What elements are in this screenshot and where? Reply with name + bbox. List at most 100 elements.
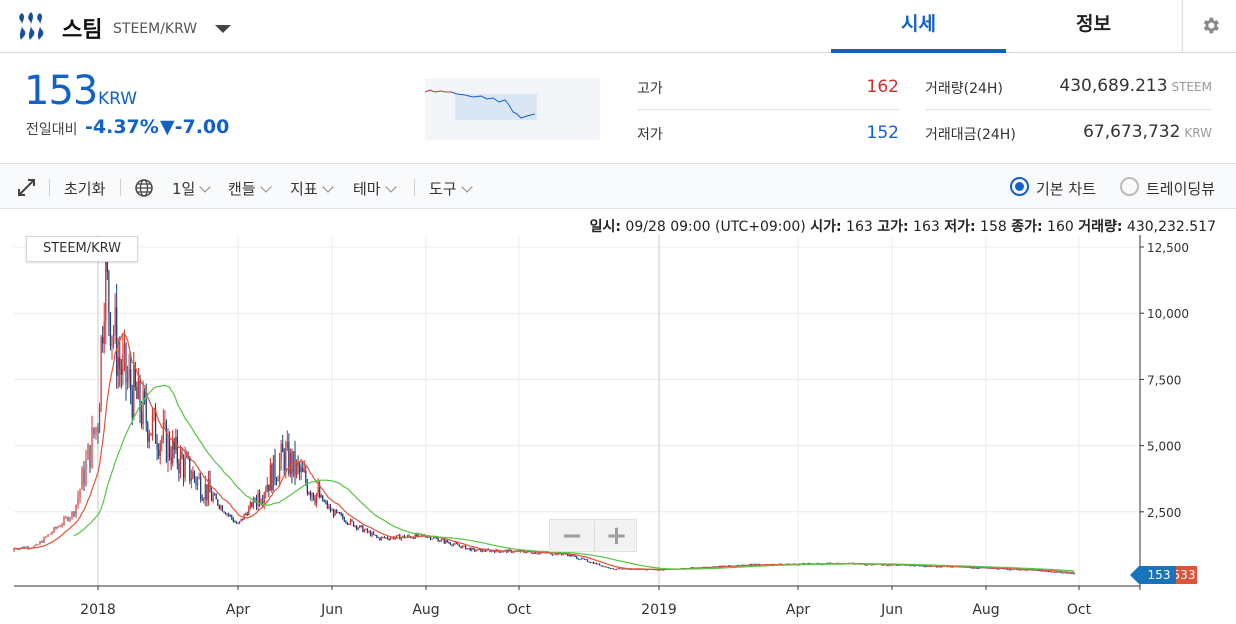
interval-dropdown[interactable]: 1일	[172, 178, 212, 199]
candle-body	[500, 551, 502, 553]
candle-body	[311, 493, 313, 497]
candle-body	[483, 549, 485, 551]
x-tick-label: Jun	[320, 602, 343, 618]
coin-dropdown-icon[interactable]	[215, 25, 231, 33]
candle-body	[79, 489, 81, 498]
indicator-dropdown[interactable]: 지표	[290, 178, 334, 199]
candle-body	[39, 541, 41, 545]
price-chart[interactable]: 12,50010,0007,5005,0002,5000002018AprJun…	[0, 233, 1236, 624]
candle-body	[889, 564, 892, 566]
ma-long-line	[73, 384, 1075, 572]
tools-dropdown[interactable]: 도구	[429, 178, 473, 199]
candle-body	[530, 551, 532, 554]
candle-body	[114, 307, 116, 334]
reset-button[interactable]: 초기화	[64, 180, 106, 198]
candle-body	[302, 467, 304, 472]
change-amount: ▼-7.00	[160, 116, 230, 138]
candle-body	[365, 528, 367, 530]
candle-body	[471, 548, 473, 551]
candle-body	[576, 556, 578, 559]
candle-body	[620, 568, 622, 570]
candle-body	[43, 537, 45, 543]
candle-body	[181, 451, 183, 459]
candle-body	[271, 464, 273, 491]
candle-body	[331, 510, 333, 512]
zoom-out-button[interactable]: −	[561, 521, 583, 551]
candle-body	[397, 534, 399, 536]
candle-body	[1063, 572, 1065, 574]
candle-body	[154, 409, 157, 444]
basic-chart-label[interactable]: 기본 차트	[1036, 180, 1096, 198]
candle-body	[251, 502, 253, 507]
candle-body	[201, 499, 203, 501]
candle-body	[615, 569, 617, 571]
zoom-in-button[interactable]: +	[594, 521, 638, 551]
expand-icon[interactable]	[18, 179, 35, 196]
candle-body	[445, 540, 447, 544]
settings-button[interactable]	[1182, 0, 1236, 53]
volume-value: 430,689.213 STEEM	[1059, 76, 1212, 96]
candle-body	[599, 563, 601, 566]
candle-body	[119, 356, 121, 369]
candle-body	[116, 307, 118, 376]
candle-body	[164, 422, 166, 424]
tab-price[interactable]: 시세	[831, 0, 1006, 53]
candle-body	[368, 531, 370, 533]
chart-type-dropdown[interactable]: 캔들	[228, 178, 272, 199]
candle-body	[182, 458, 185, 478]
candle-body	[383, 537, 385, 539]
candle-body	[63, 517, 65, 525]
candle-body	[200, 477, 202, 500]
candle-body	[1060, 571, 1062, 573]
candle-body	[976, 567, 978, 569]
y-tick-label: 7,500	[1147, 373, 1181, 387]
candle-body	[369, 531, 372, 536]
candle-body	[65, 517, 67, 519]
candle-body	[926, 566, 929, 568]
candle-body	[312, 493, 315, 500]
candle-body	[971, 567, 973, 569]
candle-body	[193, 471, 196, 479]
basic-chart-radio[interactable]	[1010, 177, 1029, 196]
candle-body	[854, 563, 856, 565]
candle-body	[1011, 569, 1013, 571]
candle-body	[966, 566, 969, 568]
tradingview-label[interactable]: 트레이딩뷰	[1146, 180, 1216, 198]
candle-body	[162, 422, 164, 439]
candle-body	[994, 568, 996, 570]
candle-body	[57, 526, 59, 529]
x-tick-label: Oct	[1067, 602, 1092, 618]
candle-body	[646, 569, 648, 571]
candle-body	[93, 427, 95, 435]
candle-body	[443, 539, 445, 544]
globe-icon[interactable]	[135, 179, 153, 197]
candle-body	[288, 442, 290, 474]
candle-body	[891, 564, 893, 566]
candle-body	[509, 549, 511, 551]
candle-body	[896, 564, 898, 566]
candle-body	[1037, 570, 1039, 572]
candle-body	[561, 553, 563, 555]
change-percent: -4.37%	[85, 116, 159, 138]
tab-info[interactable]: 정보	[1076, 13, 1111, 35]
candle-body	[89, 445, 91, 468]
candle-body	[403, 535, 406, 538]
candle-body	[139, 377, 141, 413]
candle-body	[469, 548, 471, 551]
candle-body	[602, 565, 604, 567]
theme-dropdown[interactable]: 테마	[353, 178, 397, 199]
candle-body	[429, 536, 432, 540]
candle-body	[922, 565, 924, 567]
candle-body	[928, 566, 930, 568]
candle-body	[192, 471, 194, 479]
x-tick-label: Apr	[786, 602, 810, 618]
tradingview-radio[interactable]	[1120, 177, 1139, 196]
candle-body	[266, 484, 268, 492]
candle-body	[228, 513, 230, 516]
candle-body	[988, 567, 990, 569]
candle-body	[37, 544, 39, 546]
candle-body	[402, 535, 404, 538]
candle-body	[176, 436, 178, 464]
candle-body	[866, 564, 868, 566]
candle-body	[336, 509, 338, 513]
